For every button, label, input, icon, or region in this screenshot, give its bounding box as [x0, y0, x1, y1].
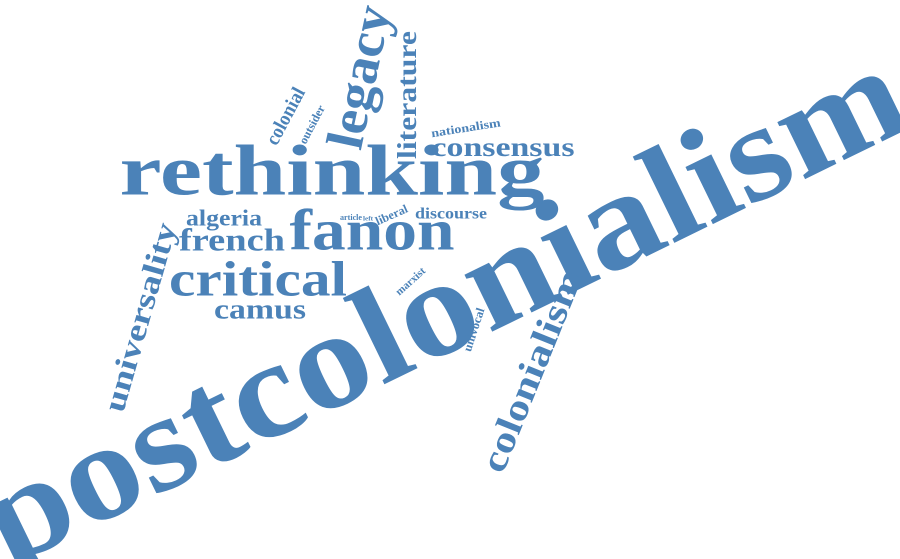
word: critical — [169, 250, 347, 306]
word: consensus — [432, 132, 575, 162]
word: camus — [214, 294, 306, 326]
word: left — [363, 216, 373, 222]
word: rethinking — [120, 131, 545, 211]
word: discourse — [415, 206, 487, 223]
word: french — [179, 221, 285, 257]
word: article — [340, 213, 362, 222]
word: literature — [392, 31, 422, 159]
word: fanon — [290, 197, 455, 262]
word: algeria — [186, 205, 263, 230]
